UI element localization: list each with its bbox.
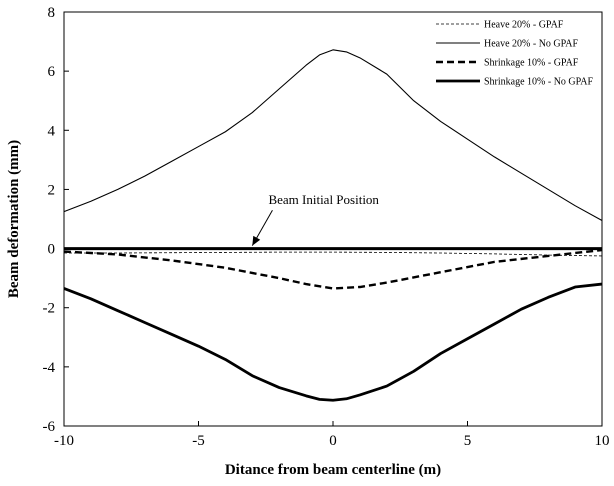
y-tick-label: 8: [48, 5, 56, 21]
x-tick-label: 5: [464, 433, 472, 449]
series-line-shrinkage-10-gpaf: [64, 250, 602, 288]
plot-border: [64, 12, 602, 426]
annotation-layer: Beam Initial Position: [252, 192, 379, 245]
y-tick-label: 2: [48, 182, 56, 198]
y-tick-label: 6: [48, 64, 56, 80]
y-tick-label: 0: [48, 242, 56, 258]
series-layer: [64, 50, 602, 400]
annotation-label: Beam Initial Position: [268, 192, 379, 207]
annotation-arrow-head: [252, 236, 260, 246]
x-tick-label: 0: [329, 433, 337, 449]
legend-label: Heave 20% - GPAF: [484, 20, 564, 31]
series-line-shrinkage-10-no-gpaf: [64, 284, 602, 400]
x-tick-label: -10: [54, 433, 74, 449]
y-tick-label: -4: [43, 360, 56, 376]
y-tick-label: -6: [43, 419, 56, 435]
legend: Heave 20% - GPAF Heave 20% - No GPAF Shrin…: [436, 20, 594, 88]
ticks-layer: -10 -5 0 5 10 -6 -4 -2 0 2 4 6 8: [43, 5, 610, 449]
legend-label: Shrinkage 10% - No GPAF: [484, 77, 594, 88]
series-line-heave-20-gpaf: [64, 252, 602, 256]
plot-frame: [64, 12, 602, 426]
x-tick-label: -5: [192, 433, 205, 449]
legend-label: Heave 20% - No GPAF: [484, 39, 579, 50]
y-tick-label: 4: [48, 123, 56, 139]
y-axis-title: Beam deformation (mm): [6, 140, 22, 298]
y-tick-label: -2: [43, 301, 56, 317]
x-axis-title: Ditance from beam centerline (m): [225, 462, 441, 478]
legend-label: Shrinkage 10% - GPAF: [484, 58, 579, 69]
x-tick-label: 10: [595, 433, 610, 449]
